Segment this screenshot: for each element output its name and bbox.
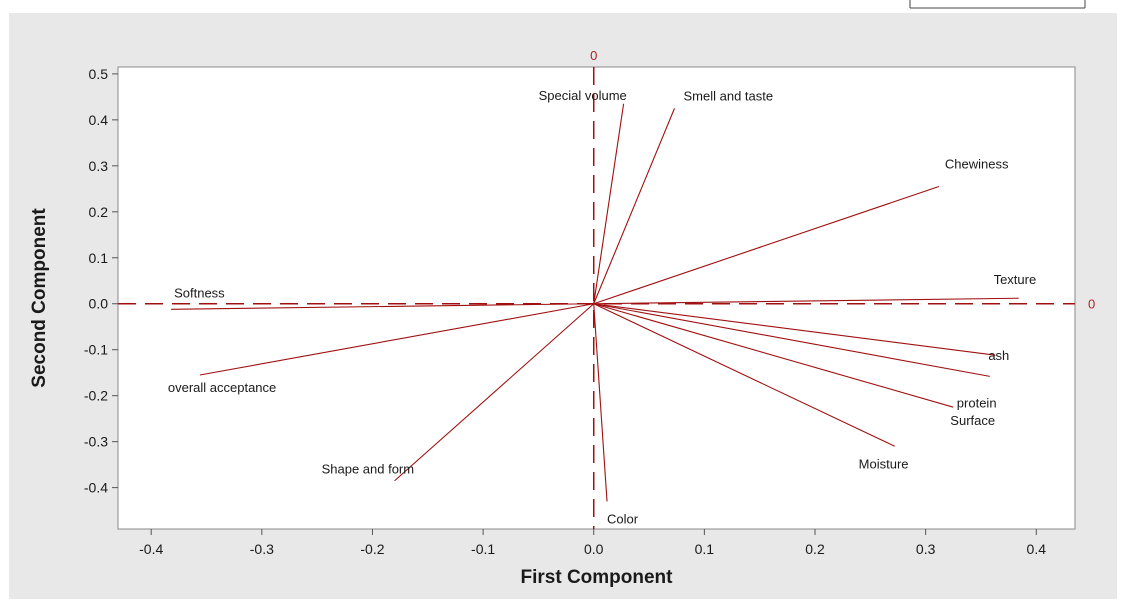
vector-label-ash: ash [988,348,1009,363]
vector-overall-acceptance [199,303,594,376]
y-tick-label: -0.3 [84,434,108,450]
y-tick-label: 0.4 [89,112,109,128]
vector-label-texture: Texture [994,272,1037,287]
x-tick-label: -0.3 [250,541,274,557]
top-border-fragment [909,0,1086,9]
x-axis-ticks: -0.4 -0.3 -0.2 -0.1 0.0 0.1 0.2 0.3 0.4 [139,529,1046,557]
vector-ash [593,303,996,356]
vector-moisture [593,303,895,447]
vector-label-softness: Softness [174,285,225,300]
vector-label-smell-and-taste: Smell and taste [683,88,773,103]
y-axis-ticks: -0.4 -0.3 -0.2 -0.1 0.0 0.1 0.2 0.3 0.4 0.5 [84,66,118,496]
vector-chewiness [593,186,940,305]
vector-label-moisture: Moisture [859,456,909,471]
vector-surface [593,303,954,408]
vector-label-surface: Surface [950,413,995,428]
y-tick-label: -0.4 [84,480,108,496]
x-tick-label: 0.4 [1027,541,1047,557]
y-axis-title: Second Component [29,208,50,388]
vector-softness [171,303,594,310]
vector-special-volume [593,103,625,304]
vector-shape-and-form [394,303,595,482]
y-tick-label: 0.0 [89,296,109,312]
vector-smell-and-taste [593,108,676,304]
vector-label-color: Color [607,511,639,526]
vector-texture [593,297,1019,305]
y-tick-label: -0.1 [84,342,108,358]
vector-label-overall-acceptance: overall acceptance [168,380,276,395]
x-tick-label: -0.2 [360,541,384,557]
x-tick-label: 0.1 [695,541,715,557]
loading-vectors: Special volume Smell and taste Chewiness Te… [168,88,1036,527]
x-tick-label: 0.3 [916,541,936,557]
y-tick-label: -0.2 [84,388,108,404]
horizontal-reference-label: 0 [1088,297,1095,312]
vector-label-special-volume: Special volume [539,88,627,103]
y-tick-label: 0.3 [89,158,109,174]
x-tick-label: 0.2 [805,541,825,557]
vector-label-protein: protein [957,395,997,410]
reference-lines: 00 [118,48,1095,529]
y-tick-label: 0.1 [89,250,109,266]
vector-protein [593,303,990,377]
vector-label-shape-and-form: Shape and form [322,462,415,477]
x-tick-label: -0.1 [471,541,495,557]
y-tick-label: 0.5 [89,66,109,82]
vector-color [593,303,608,502]
x-axis-title: First Component [521,567,674,588]
y-tick-label: 0.2 [89,204,109,220]
x-tick-label: 0.0 [584,541,604,557]
vector-label-chewiness: Chewiness [945,157,1009,172]
x-tick-label: -0.4 [139,541,163,557]
vertical-reference-label: 0 [590,48,597,63]
